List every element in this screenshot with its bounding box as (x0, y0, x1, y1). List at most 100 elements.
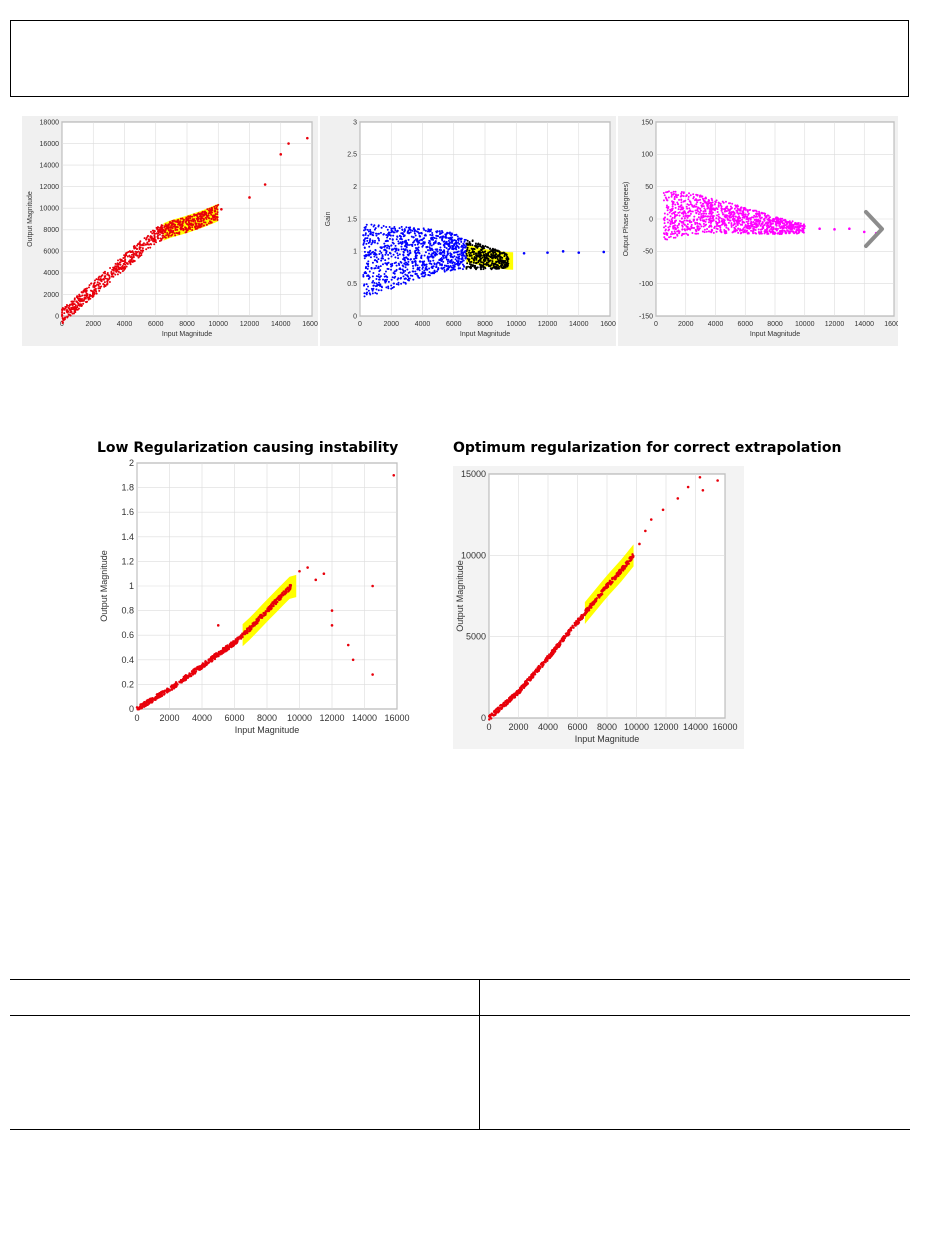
chart-svg-0: 0200040006000800010000120001400016000020… (22, 116, 318, 346)
data-point (423, 275, 426, 278)
data-point (665, 231, 668, 234)
data-point (485, 262, 488, 265)
data-point (122, 263, 125, 266)
data-point (715, 217, 718, 220)
data-point (610, 581, 614, 584)
data-point (466, 262, 469, 265)
data-point (67, 306, 70, 309)
data-point (147, 243, 150, 246)
data-point (71, 306, 74, 309)
data-point (695, 211, 698, 214)
data-point (264, 613, 267, 617)
data-point (799, 225, 802, 228)
data-point (450, 238, 453, 241)
header-box (10, 20, 909, 97)
data-point (194, 223, 197, 226)
data-point (376, 242, 379, 245)
data-point (443, 240, 446, 243)
data-point (472, 258, 475, 261)
data-point (436, 268, 439, 271)
data-point (149, 235, 152, 238)
data-point (198, 224, 201, 227)
data-point (240, 634, 244, 638)
data-point (580, 618, 583, 621)
data-point (742, 209, 745, 212)
data-point (671, 200, 674, 203)
data-point (786, 222, 789, 225)
data-point (213, 205, 216, 208)
data-point (779, 218, 782, 221)
data-point (385, 275, 388, 278)
data-point (406, 268, 409, 271)
data-point (131, 261, 134, 264)
data-point (400, 245, 403, 248)
data-point (689, 203, 692, 206)
data-point (78, 303, 81, 306)
data-point (131, 250, 134, 253)
data-point (404, 244, 407, 247)
data-point (368, 253, 371, 256)
data-point (741, 214, 744, 217)
chart-svg-2: 0200040006000800010000120001400016000-15… (618, 116, 898, 346)
data-point (496, 267, 499, 270)
data-point (770, 227, 773, 230)
data-point (421, 266, 424, 269)
data-point (700, 212, 703, 215)
data-point (98, 289, 101, 292)
data-point (414, 255, 417, 258)
data-point (460, 245, 463, 248)
data-point (709, 201, 712, 204)
data-point (401, 241, 404, 244)
chart-svg-1: 020004000600080001000012000140001600000.… (320, 116, 616, 346)
data-point (182, 227, 185, 230)
chevron-right-icon[interactable] (860, 208, 888, 250)
data-point (216, 208, 219, 211)
data-point (778, 224, 781, 227)
data-point (802, 223, 805, 226)
table-cell (479, 1015, 910, 1130)
data-point (373, 259, 376, 262)
data-point (187, 219, 190, 222)
data-point (395, 249, 398, 252)
data-point (418, 232, 421, 235)
data-point (384, 270, 387, 273)
data-point (387, 233, 390, 236)
data-point (139, 240, 142, 243)
data-point (424, 268, 427, 271)
data-point (447, 239, 450, 242)
data-point (435, 234, 438, 237)
data-point (404, 281, 407, 284)
data-point (730, 225, 733, 228)
data-point (267, 609, 271, 613)
data-point (388, 245, 391, 248)
data-point (500, 706, 504, 709)
data-point (737, 231, 740, 234)
data-point (759, 217, 762, 220)
data-point (443, 269, 446, 272)
y-tick-label: 1 (353, 249, 357, 256)
data-point (715, 230, 718, 233)
data-point (711, 217, 714, 220)
data-point (373, 228, 376, 231)
data-point (632, 554, 635, 558)
outlier-point (248, 196, 251, 199)
data-point (78, 304, 81, 307)
data-point (205, 223, 208, 226)
data-point (791, 230, 794, 233)
y-tick-label: 1.6 (121, 507, 134, 517)
data-point (152, 697, 156, 701)
data-point (188, 219, 191, 222)
data-point (363, 295, 366, 298)
data-point (393, 225, 396, 228)
data-point (215, 655, 219, 658)
data-point (686, 216, 689, 219)
data-point (663, 194, 666, 197)
data-point (383, 273, 386, 276)
outlier-point (351, 658, 355, 662)
data-point (175, 226, 178, 229)
data-point (763, 223, 766, 226)
data-point (453, 262, 456, 265)
data-point (464, 249, 467, 252)
data-point (492, 265, 495, 268)
data-point (717, 224, 720, 227)
